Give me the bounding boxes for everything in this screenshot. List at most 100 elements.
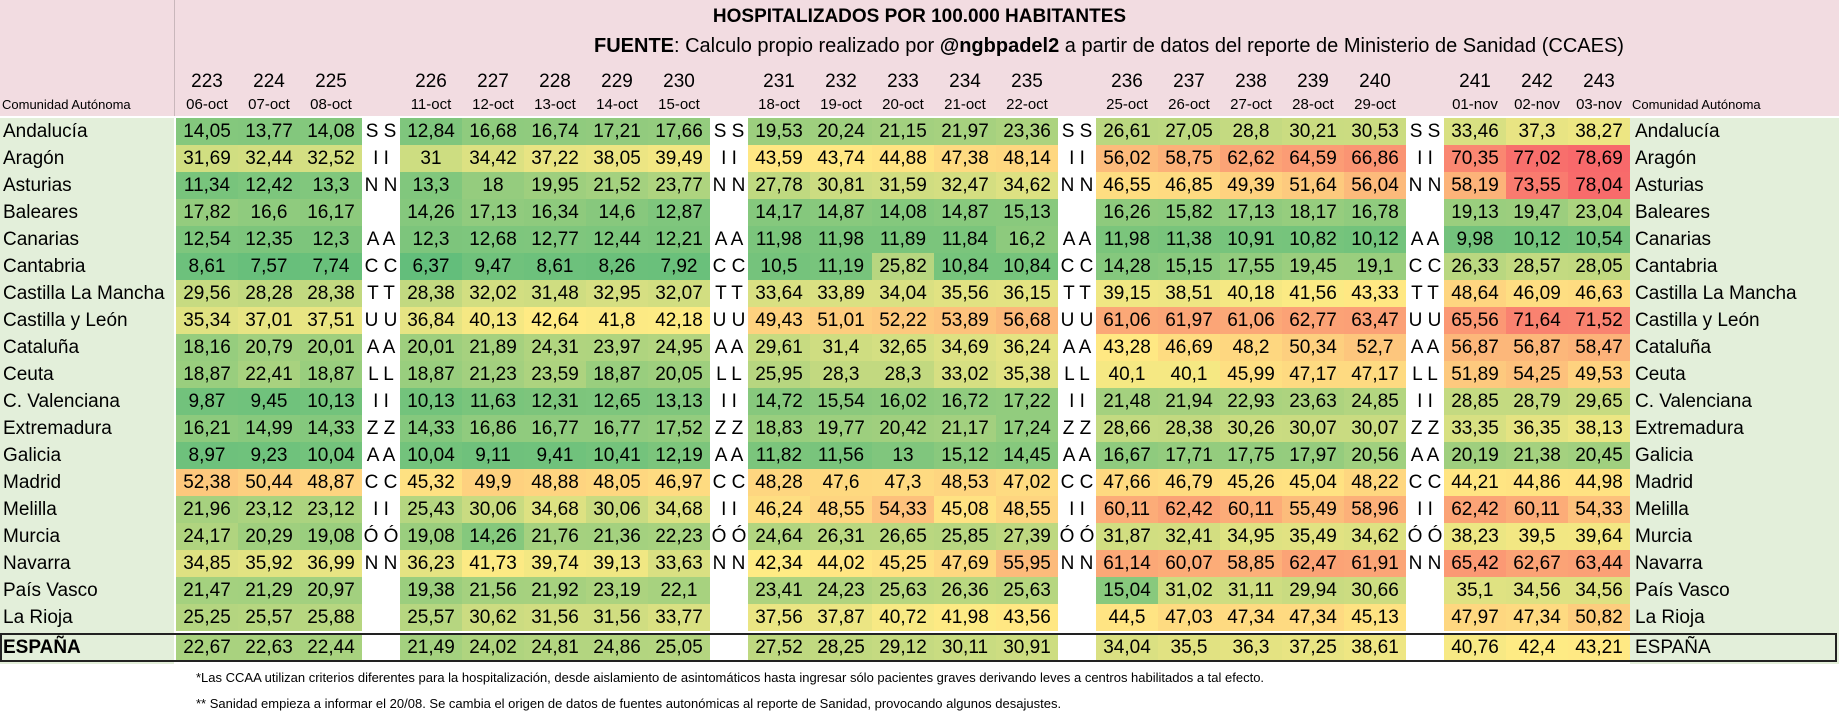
right-label-background	[1630, 118, 1839, 664]
heatmap-cell: 11,98	[810, 226, 872, 253]
heatmap-cell: 14,08	[300, 118, 362, 145]
heatmap-cell: 31,02	[1158, 577, 1220, 604]
heatmap-cell: 22,23	[648, 523, 710, 550]
heatmap-cell: 46,09	[1506, 280, 1568, 307]
heatmap-cell: 9,98	[1444, 226, 1506, 253]
heatmap-cell: 36,35	[1506, 415, 1568, 442]
heatmap-cell: 34,68	[648, 496, 710, 523]
date-label: 02-nov	[1514, 96, 1560, 113]
report-number: 226	[415, 71, 447, 92]
heatmap-cell: 43,74	[810, 145, 872, 172]
gap-letters	[1406, 577, 1444, 604]
heatmap-cell: 17,66	[648, 118, 710, 145]
heatmap-cell: 8,26	[586, 253, 648, 280]
heatmap-cell: 11,98	[748, 226, 810, 253]
gap-letters: N N	[1060, 553, 1094, 574]
heatmap-cell: 30,21	[1282, 118, 1344, 145]
heatmap-cell: 32,65	[872, 334, 934, 361]
heatmap-cell: 12,3	[400, 226, 462, 253]
region-label: Madrid	[3, 472, 62, 493]
gap-letters: L L	[1064, 364, 1090, 385]
region-label: Canarias	[3, 229, 80, 250]
heatmap-cell: 20,19	[1444, 442, 1506, 469]
heatmap-cell: 31,87	[1096, 523, 1158, 550]
report-number: 231	[763, 71, 795, 92]
date-label: 15-oct	[658, 96, 700, 113]
heatmap-cell: 36,15	[996, 280, 1058, 307]
heatmap-cell: 27,39	[996, 523, 1058, 550]
heatmap-cell: 29,94	[1282, 577, 1344, 604]
heatmap-cell: 17,97	[1282, 442, 1344, 469]
gap-letters: N N	[712, 175, 746, 196]
heatmap-cell: 14,33	[300, 415, 362, 442]
heatmap-cell: 32,44	[238, 145, 300, 172]
heatmap-cell: 37,25	[1282, 634, 1344, 661]
heatmap-cell: 43,21	[1568, 634, 1630, 661]
heatmap-cell: 39,64	[1568, 523, 1630, 550]
heatmap-cell: 14,87	[810, 199, 872, 226]
heatmap-cell: 30,53	[1344, 118, 1406, 145]
heatmap-cell: 13,3	[300, 172, 362, 199]
gap-letters: Ó Ó	[1059, 526, 1095, 547]
report-number: 236	[1111, 71, 1143, 92]
heatmap-cell: 25,88	[300, 604, 362, 631]
gap-letters: I I	[1417, 391, 1433, 412]
gap-letters	[1058, 199, 1096, 226]
heatmap-cell: 17,55	[1220, 253, 1282, 280]
heatmap-cell: 48,55	[996, 496, 1058, 523]
heatmap-cell: 49,9	[462, 469, 524, 496]
header-divider	[174, 0, 175, 116]
heatmap-cell: 17,13	[1220, 199, 1282, 226]
heatmap-cell: 39,74	[524, 550, 586, 577]
region-header-right: Comunidad Autónoma	[1632, 97, 1761, 112]
heatmap-cell: 44,86	[1506, 469, 1568, 496]
left-label-background	[0, 118, 174, 664]
gap-letters: A A	[714, 445, 744, 466]
gap-letters: I I	[373, 391, 389, 412]
heatmap-cell: 65,56	[1444, 307, 1506, 334]
heatmap-cell: 11,38	[1158, 226, 1220, 253]
gap-letters: N N	[364, 553, 398, 574]
heatmap-cell: 17,52	[648, 415, 710, 442]
heatmap-cell: 48,64	[1444, 280, 1506, 307]
report-number: 238	[1235, 71, 1267, 92]
heatmap-cell: 47,34	[1506, 604, 1568, 631]
heatmap-cell: 19,1	[1344, 253, 1406, 280]
region-label: Navarra	[3, 553, 71, 574]
heatmap-cell: 28,28	[238, 280, 300, 307]
heatmap-cell: 19,77	[810, 415, 872, 442]
heatmap-cell: 47,34	[1282, 604, 1344, 631]
heatmap-cell: 28,57	[1506, 253, 1568, 280]
heatmap-cell: 35,56	[934, 280, 996, 307]
region-label: Asturias	[1635, 175, 1704, 196]
heatmap-cell: 9,45	[238, 388, 300, 415]
heatmap-cell: 41,8	[586, 307, 648, 334]
heatmap-cell: 42,64	[524, 307, 586, 334]
date-label: 29-oct	[1354, 96, 1396, 113]
heatmap-cell: 62,67	[1506, 550, 1568, 577]
spain-row-border	[0, 633, 1837, 662]
heatmap-cell: 16,77	[524, 415, 586, 442]
date-label: 28-oct	[1292, 96, 1334, 113]
heatmap-cell: 24,81	[524, 634, 586, 661]
heatmap-cell: 24,23	[810, 577, 872, 604]
heatmap-cell: 24,02	[462, 634, 524, 661]
heatmap-cell: 27,78	[748, 172, 810, 199]
region-label: Ceuta	[3, 364, 54, 385]
gap-letters: C C	[364, 256, 398, 277]
heatmap-cell: 52,22	[872, 307, 934, 334]
heatmap-cell: 78,04	[1568, 172, 1630, 199]
heatmap-cell: 43,33	[1344, 280, 1406, 307]
date-label: 11-oct	[410, 96, 452, 113]
gap-letters	[710, 199, 748, 226]
gap-letters: Ó Ó	[711, 526, 747, 547]
heatmap-cell: 39,49	[648, 145, 710, 172]
heatmap-cell: 12,84	[400, 118, 462, 145]
gap-letters: S S	[713, 121, 745, 142]
heatmap-cell: 11,63	[462, 388, 524, 415]
heatmap-cell: 48,14	[996, 145, 1058, 172]
heatmap-cell: 14,05	[176, 118, 238, 145]
heatmap-cell: 12,35	[238, 226, 300, 253]
heatmap-cell: 12,54	[176, 226, 238, 253]
